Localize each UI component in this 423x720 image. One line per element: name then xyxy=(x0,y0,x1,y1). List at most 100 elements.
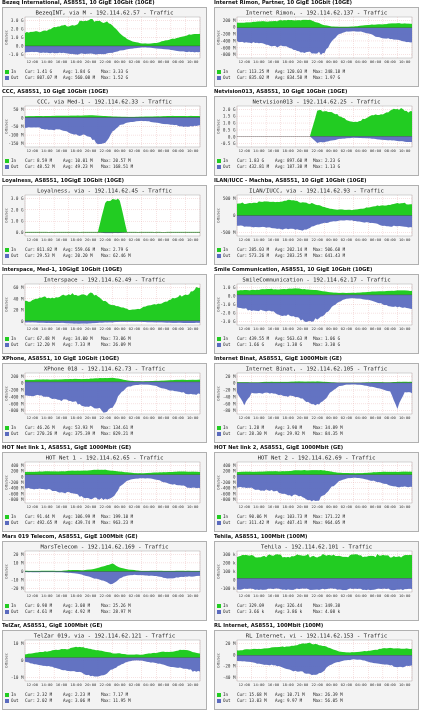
legend-row: Out Cur: 4.61 M Avg: 4.92 M Max: 28.97 M xyxy=(5,609,205,615)
legend-avg-header: Avg: xyxy=(63,692,74,697)
legend-max-header: Max: xyxy=(313,519,324,525)
series-in-area xyxy=(237,199,412,216)
series-out-area xyxy=(25,232,200,234)
legend-avg-header: Avg: xyxy=(63,252,74,258)
chart-title: Tehila - 192.114.62.101 - Traffic xyxy=(261,545,372,551)
y-tick-label: 1.5 G xyxy=(223,114,236,119)
x-tick-label: 16:00 xyxy=(268,59,280,64)
legend-cur-value: 1.28 M xyxy=(249,425,265,430)
x-tick-label: 22:00 xyxy=(311,326,323,331)
x-tick-label: 04:00 xyxy=(355,504,367,509)
x-tick-label: 08:00 xyxy=(384,682,396,687)
legend-row: In Cur: 91.44 M Avg: 106.99 M Max: 199.10 M xyxy=(5,514,205,520)
traffic-chart: BezeqINT, via M - 192.114.62.57 - Traffi… xyxy=(4,11,201,64)
legend-row: Out Cur: 807.07 M Avg: 560.08 M Max: 1.52 G xyxy=(5,75,205,81)
legend-row: Out Cur: 835.02 M Avg: 834.58 M Max: 1.97 G xyxy=(217,75,417,81)
traffic-panel: XPhone, AS8551, 10 GigE 10Gbit (10GE) XPh… xyxy=(0,356,209,445)
legend-cur-header: Cur: xyxy=(25,608,36,614)
legend-cur-value: 0.98 M xyxy=(37,603,53,608)
x-tick-label: 18:00 xyxy=(70,59,82,64)
legend-avg-header: Avg: xyxy=(275,697,286,703)
legend-avg-header: Avg: xyxy=(275,603,286,608)
x-tick-label: 08:00 xyxy=(172,148,184,153)
legend-max-header: Max: xyxy=(313,336,324,341)
series-out-area xyxy=(237,294,412,322)
legend-avg-header: Avg: xyxy=(63,336,74,341)
legend-max-value: 2.23 G xyxy=(325,158,341,163)
x-tick-label: 18:00 xyxy=(282,415,294,420)
legend-label: In xyxy=(11,425,17,430)
legend-avg-value: 897.60 M xyxy=(287,158,308,163)
x-tick-label: 14:00 xyxy=(253,415,265,420)
y-tick-label: 20 M xyxy=(13,308,24,313)
legend-max-value: 73.06 M xyxy=(113,336,131,341)
traffic-chart: XPhone 018 - 192.114.62.73 - Traffic 200 … xyxy=(4,367,201,420)
legend-max-header: Max: xyxy=(101,247,112,252)
legend-stats: In Cur: 91.44 M Avg: 106.99 M Max: 199.10 M Out… xyxy=(5,514,205,525)
x-tick-label: 12:00 xyxy=(27,237,39,242)
legend-label: Out xyxy=(11,163,19,169)
x-tick-label: 00:00 xyxy=(114,682,126,687)
legend-max-header: Max: xyxy=(101,514,112,519)
legend-avg-value: 407.41 M xyxy=(287,519,308,525)
graph-box: Tehila - 192.114.62.101 - Traffic 300 k 20… xyxy=(214,541,419,621)
x-tick-label: 02:00 xyxy=(129,59,141,64)
panel-caption: CCC, AS8551, 10 GigE 10Gbit (10GE) xyxy=(2,89,109,95)
legend-max-value: 25.26 M xyxy=(113,603,131,608)
x-tick-label: 16:00 xyxy=(268,326,280,331)
legend-max-value: 3.30 G xyxy=(325,341,341,347)
x-tick-label: 02:00 xyxy=(341,682,353,687)
x-tick-label: 14:00 xyxy=(41,148,53,153)
legend-max-value: 168.51 M xyxy=(113,163,134,169)
legend-stats: In Cur: 285.03 M Avg: 202.14 M Max: 506.68 M Ou… xyxy=(217,247,417,258)
legend-avg-value: 10.01 M xyxy=(75,158,93,163)
legend-avg-header: Avg: xyxy=(275,514,286,519)
legend-cur-value: 1.66 G xyxy=(249,341,265,347)
legend-label: Out xyxy=(223,697,231,703)
legend-swatch xyxy=(217,75,221,80)
x-tick-label: 18:00 xyxy=(70,237,82,242)
graph-box: Interspace - 192.114.62.49 - Traffic 60 M… xyxy=(2,274,207,354)
legend-avg-value: 10.71 M xyxy=(287,692,305,697)
legend-max-header: Max: xyxy=(101,74,112,80)
x-tick-label: 22:00 xyxy=(311,682,323,687)
x-tick-label: 06:00 xyxy=(370,682,382,687)
series-out-area xyxy=(237,382,412,409)
x-tick-label: 02:00 xyxy=(129,682,141,687)
legend-max-header: Max: xyxy=(313,697,324,703)
legend-cur-header: Cur: xyxy=(25,69,36,74)
x-tick-label: 16:00 xyxy=(56,593,68,598)
y-tick-label: -400 M xyxy=(220,486,236,491)
y-tick-label: 20 M xyxy=(225,641,236,646)
legend-stats: In Cur: 0.98 M Avg: 3.08 M Max: 25.26 M Out Cur:… xyxy=(5,603,205,614)
x-tick-label: 12:00 xyxy=(27,326,39,331)
y-tick-label: 1.0 G xyxy=(11,219,24,224)
legend-swatch xyxy=(5,342,9,347)
x-tick-label: 08:00 xyxy=(384,593,396,598)
legend-cur-value: 807.07 M xyxy=(37,74,58,80)
graph-box: TelZar 019, via - 192.114.62.121 - Traff… xyxy=(2,630,207,710)
x-tick-label: 16:00 xyxy=(268,504,280,509)
legend-avg-value: 3.90 M xyxy=(287,425,303,430)
y-tick-label: 50 M xyxy=(13,107,24,112)
x-tick-label: 22:00 xyxy=(99,326,111,331)
legend-cur-value: 46.26 M xyxy=(37,425,55,430)
traffic-chart: CCC, via Med-1 - 192.114.62.33 - Traffic… xyxy=(4,100,201,153)
legend-max-header: Max: xyxy=(101,692,112,697)
panel-caption: Mars 019 Telecom, AS8551, GigE 100Mbit (… xyxy=(2,534,138,540)
x-tick-label: 02:00 xyxy=(129,237,141,242)
legend-avg-value: 3.86 k xyxy=(287,608,303,614)
x-tick-label: 08:00 xyxy=(384,415,396,420)
x-tick-label: 16:00 xyxy=(56,59,68,64)
x-tick-label: 20:00 xyxy=(85,504,97,509)
x-tick-label: 14:00 xyxy=(41,593,53,598)
y-axis-label: bits/sec xyxy=(4,30,9,45)
legend-avg-value: 3.08 M xyxy=(75,603,91,608)
chart-title: Internet Rimon, - 192.114.62.137 - Traff… xyxy=(246,11,387,17)
traffic-panel: Interspace, Med-1, 10GigE 10Gbit (10GE) I… xyxy=(0,267,209,356)
legend-max-value: 248.18 M xyxy=(325,69,346,74)
series-out-area xyxy=(237,578,412,591)
chart-title: HOT Net 2 - 192.114.62.69 - Traffic xyxy=(258,456,376,462)
legend-avg-header: Avg: xyxy=(63,430,74,436)
legend-cur-header: Cur: xyxy=(237,341,248,347)
